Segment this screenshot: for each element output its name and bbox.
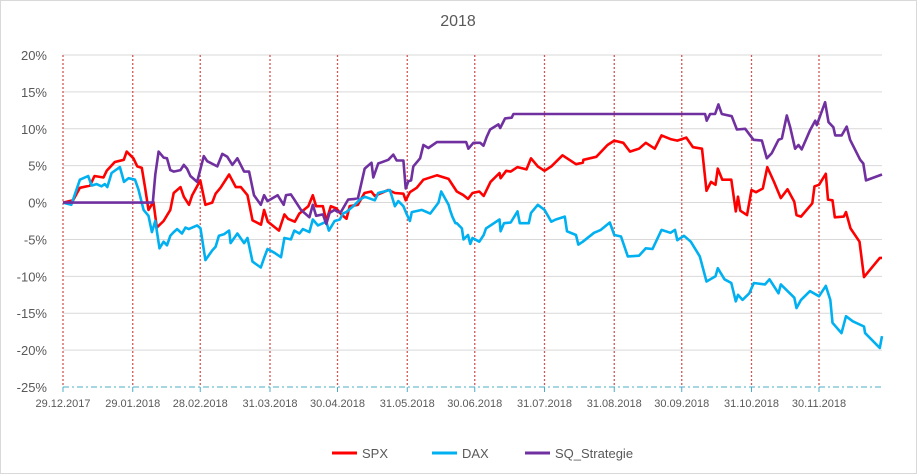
x-tick-label: 29.12.2017 <box>35 398 90 410</box>
x-axis-ticks: 29.12.2017 29.01.2018 28.02.2018 31.03.2018… <box>35 387 846 410</box>
y-tick-label: -20% <box>17 343 48 358</box>
y-tick-label: -15% <box>17 306 48 321</box>
legend-label: DAX <box>462 446 489 461</box>
series-line-spx <box>62 134 882 279</box>
chart-title: 2018 <box>440 13 476 30</box>
series-line-dax <box>62 165 884 350</box>
y-tick-label: -5% <box>24 232 48 247</box>
x-tick-label: 31.03.2018 <box>242 398 297 410</box>
y-tick-label: 20% <box>21 48 47 63</box>
y-tick-label: 5% <box>28 159 47 174</box>
x-tick-label: 30.04.2018 <box>310 398 365 410</box>
y-tick-label: -25% <box>17 380 48 395</box>
legend-label: SQ_Strategie <box>555 446 633 461</box>
x-tick-label: 30.09.2018 <box>654 398 709 410</box>
x-tick-label: 29.01.2018 <box>105 398 160 410</box>
legend-label: SPX <box>362 446 388 461</box>
y-tick-label: -10% <box>17 269 48 284</box>
series-lines <box>62 100 884 350</box>
month-markers <box>62 55 820 387</box>
y-tick-label: 15% <box>21 85 47 100</box>
x-tick-label: 30.11.2018 <box>792 398 846 410</box>
series-line-sq-strategie <box>63 100 883 226</box>
y-axis-ticks: 20% 15% 10% 5% 0% -5% -10% -15% -20% -25% <box>17 48 48 395</box>
legend: SPX DAX SQ_Strategie <box>332 446 633 461</box>
y-tick-label: 10% <box>21 122 47 137</box>
y-tick-label: 0% <box>28 196 47 211</box>
x-tick-label: 31.10.2018 <box>724 398 779 410</box>
x-tick-label: 31.07.2018 <box>517 398 572 410</box>
x-tick-label: 31.08.2018 <box>587 398 642 410</box>
gridlines <box>63 54 882 388</box>
x-tick-label: 31.05.2018 <box>380 398 435 410</box>
x-tick-label: 30.06.2018 <box>447 398 502 410</box>
x-tick-label: 28.02.2018 <box>173 398 228 410</box>
